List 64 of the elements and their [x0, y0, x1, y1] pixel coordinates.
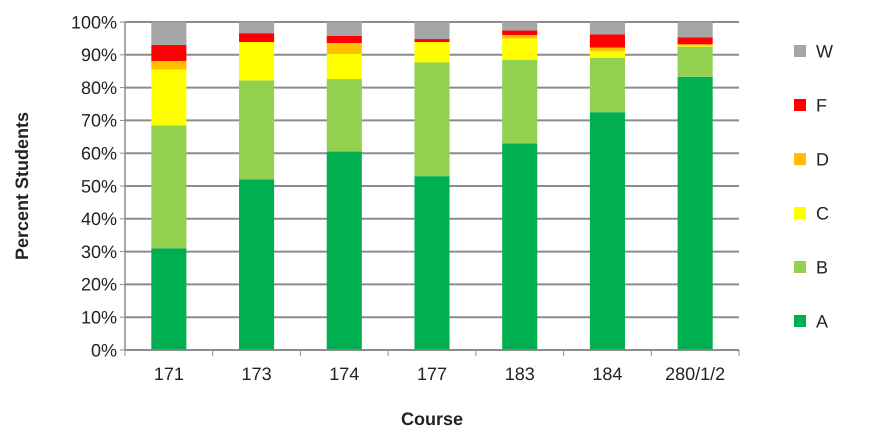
bar: [678, 76, 713, 350]
y-tick-label: 0%: [90, 340, 117, 360]
bar: [151, 44, 186, 62]
bar: [502, 38, 538, 60]
x-axis-title: Course: [400, 409, 464, 429]
legend-label: C: [816, 203, 829, 224]
bar: [326, 22, 362, 36]
bar: [239, 22, 274, 34]
bar: [502, 143, 538, 350]
bar: [239, 42, 274, 80]
bar: [239, 179, 274, 350]
bar: [590, 22, 625, 34]
legend-label: A: [816, 311, 828, 332]
x-tick-label: 171: [154, 364, 184, 384]
bar: [326, 54, 362, 80]
y-tick-label: 50%: [80, 176, 117, 196]
bar: [326, 152, 362, 350]
bar: [590, 58, 625, 112]
bar: [502, 22, 538, 31]
bar: [590, 51, 625, 58]
bar: [414, 176, 450, 350]
y-tick-label: 10%: [80, 308, 117, 328]
legend-label: B: [816, 257, 828, 278]
x-tick-label: 183: [504, 364, 535, 384]
bar: [151, 61, 186, 70]
legend-label: F: [816, 95, 827, 116]
legend-label: D: [816, 149, 829, 170]
y-tick-label: 100%: [70, 12, 117, 32]
bar: [239, 80, 274, 180]
bar: [678, 46, 713, 77]
bar: [590, 48, 625, 52]
bar: [590, 34, 625, 48]
bar: [414, 62, 450, 176]
y-tick-label: 60%: [80, 144, 117, 164]
bar: [502, 35, 538, 38]
bar: [151, 22, 186, 45]
bar: [678, 37, 713, 44]
y-tick-label: 80%: [80, 78, 117, 98]
bar: [502, 60, 538, 144]
y-tick-label: 40%: [80, 209, 117, 230]
x-tick-label: 280/1/2: [665, 364, 726, 384]
x-tick-label: 177: [416, 364, 448, 384]
x-tick-label: 184: [592, 364, 622, 384]
y-tick-label: 20%: [80, 274, 117, 295]
x-tick-label: 173: [242, 364, 272, 384]
bar: [414, 42, 450, 62]
bar: [151, 125, 186, 248]
x-tick-label: 174: [329, 364, 360, 384]
bar: [502, 30, 538, 36]
y-tick-label: 30%: [80, 242, 117, 262]
bar: [414, 22, 450, 40]
y-tick-label: 90%: [80, 45, 117, 66]
y-axis-title: Percent Students: [12, 112, 32, 260]
bar: [239, 33, 274, 42]
bar: [414, 39, 450, 42]
bar: [326, 42, 362, 54]
bar: [326, 36, 362, 43]
bar: [590, 112, 625, 350]
y-tick-label: 70%: [80, 110, 117, 131]
bar: [151, 70, 186, 126]
bar: [151, 248, 186, 350]
legend-label: W: [816, 41, 833, 62]
bar: [326, 79, 362, 152]
bar: [678, 22, 713, 38]
